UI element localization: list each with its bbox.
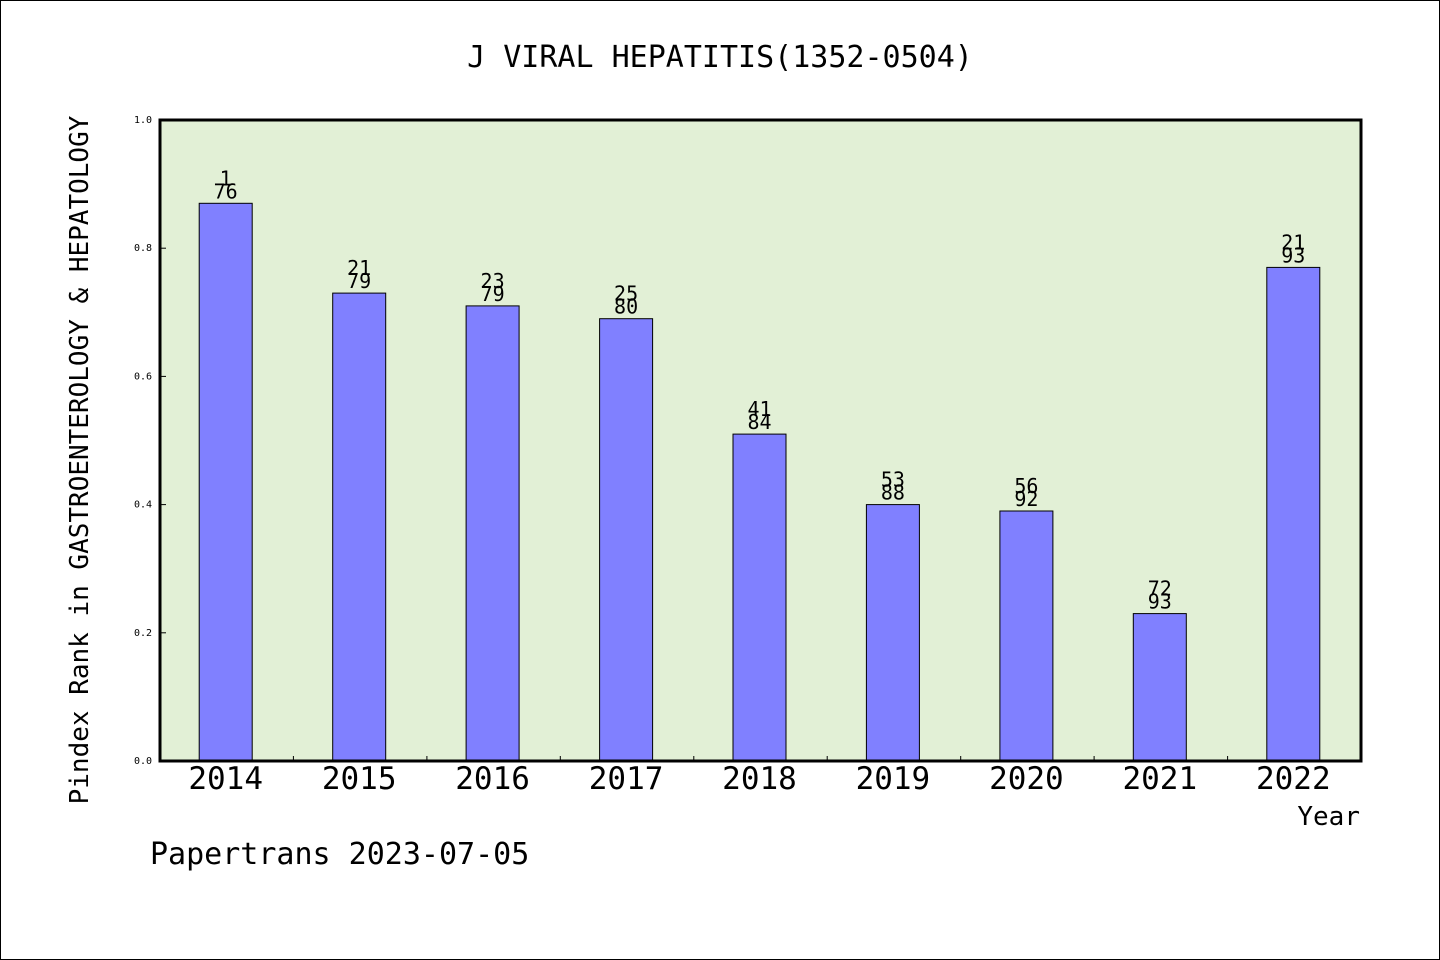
bar-2019 xyxy=(865,504,920,762)
x-axis-label: Year xyxy=(1297,802,1360,832)
plot-border xyxy=(158,118,1363,763)
bar-total-label: 88 xyxy=(881,481,905,505)
bar-total-label: 92 xyxy=(1014,487,1038,511)
x-tick-label: 2019 xyxy=(856,761,931,797)
x-tick-label: 2022 xyxy=(1256,761,1331,797)
bar-rank-label: 23 xyxy=(481,269,505,293)
bar-rank-label: 1 xyxy=(220,166,232,190)
bar-2016 xyxy=(465,305,520,762)
bar-rank-label: 21 xyxy=(347,256,371,280)
bar-2014 xyxy=(198,202,253,762)
footer-credit: Papertrans 2023-07-05 xyxy=(150,837,529,872)
chart-title: J VIRAL HEPATITIS(1352-0504) xyxy=(467,40,973,75)
x-tick-label: 2015 xyxy=(322,761,397,797)
bar-2015 xyxy=(332,292,387,762)
bar-2021 xyxy=(1132,613,1187,762)
x-tick-label: 2016 xyxy=(455,761,530,797)
x-tick-label: 2018 xyxy=(722,761,797,797)
bar-rank-label: 53 xyxy=(881,468,905,492)
y-tick-label: 1.0 xyxy=(134,115,152,126)
bar-rank-label: 41 xyxy=(747,397,771,421)
y-tick-label: 0.0 xyxy=(134,756,152,767)
bar-total-label: 76 xyxy=(214,179,238,203)
y-tick-label: 0.6 xyxy=(134,371,152,382)
bar-total-label: 80 xyxy=(614,295,638,319)
bar-rank-label: 21 xyxy=(1281,230,1305,254)
y-axis-label: Pindex Rank in GASTROENTEROLOGY & HEPATO… xyxy=(65,115,95,804)
bar-total-label: 93 xyxy=(1148,590,1172,614)
x-tick-label: 2021 xyxy=(1122,761,1197,797)
x-tick-label: 2020 xyxy=(989,761,1064,797)
bar-2020 xyxy=(999,510,1054,762)
x-tick-label: 2017 xyxy=(589,761,664,797)
y-tick-label: 0.2 xyxy=(134,628,152,639)
bar-rank-label: 72 xyxy=(1148,577,1172,601)
bar-total-label: 93 xyxy=(1281,243,1305,267)
y-tick-label: 0.8 xyxy=(134,243,152,254)
x-tick-label: 2014 xyxy=(188,761,263,797)
bar-2017 xyxy=(599,318,654,762)
y-tick-label: 0.4 xyxy=(134,500,152,511)
bar-rank-label: 56 xyxy=(1014,474,1038,498)
bars-group xyxy=(198,202,1321,762)
bar-2018 xyxy=(732,433,787,762)
bar-rank-label: 25 xyxy=(614,282,638,306)
bar-total-label: 84 xyxy=(747,410,771,434)
bar-total-label: 79 xyxy=(481,282,505,306)
bar-2022 xyxy=(1266,266,1321,762)
bar-total-label: 79 xyxy=(347,269,371,293)
